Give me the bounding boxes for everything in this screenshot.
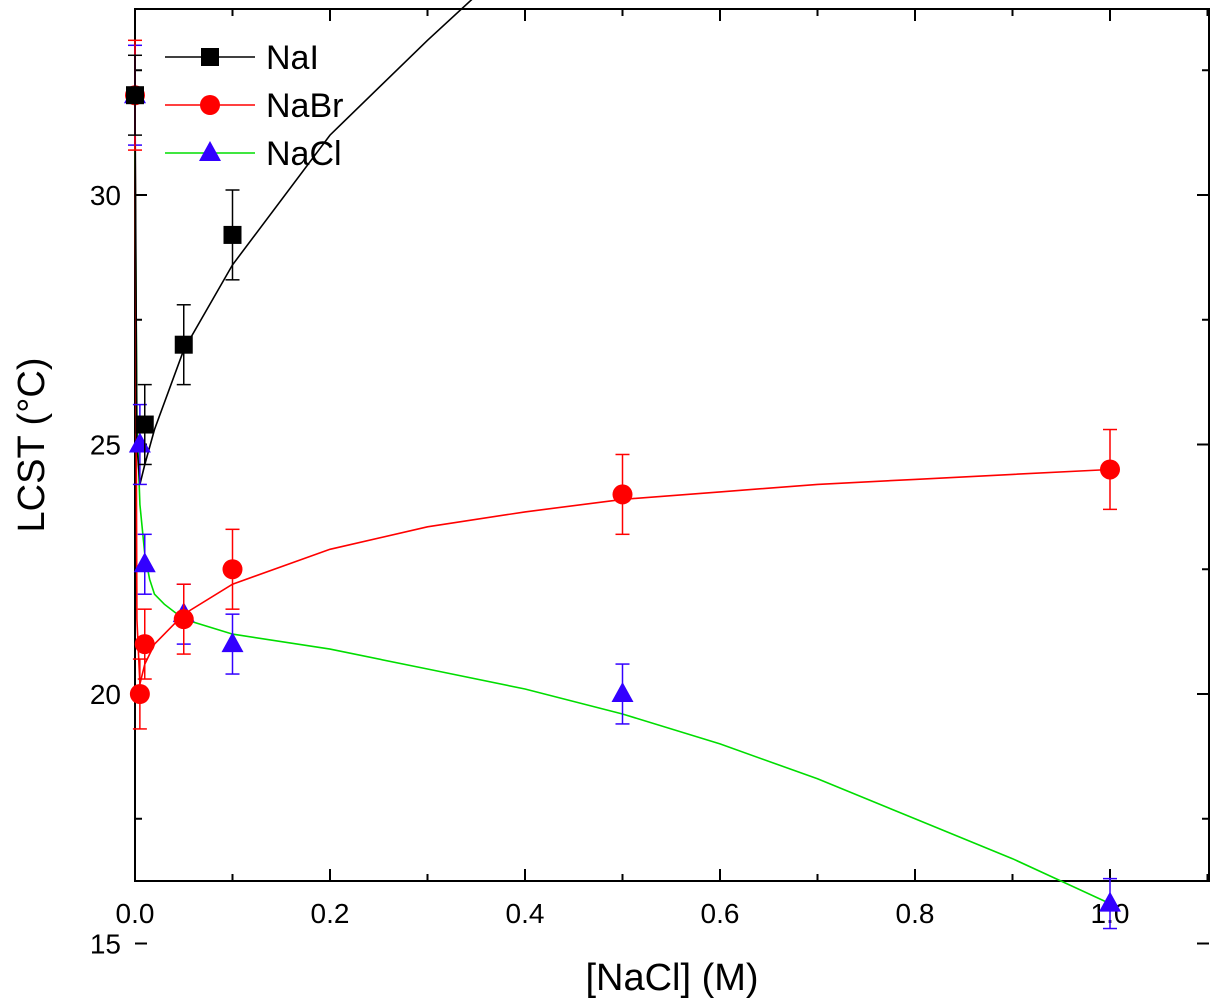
fit-line-nacl xyxy=(134,145,1111,905)
legend: NaI NaBr NaCl xyxy=(165,39,343,173)
x-tick-label: 0.2 xyxy=(311,898,350,929)
legend-label: NaI xyxy=(266,39,319,77)
data-point-nabr xyxy=(1100,459,1120,480)
y-tick-label: 20 xyxy=(90,679,121,710)
data-point-nabr xyxy=(222,559,243,580)
fit-line-nabr xyxy=(134,95,1111,685)
x-tick-label: 0.0 xyxy=(116,898,155,929)
data-point-nabr xyxy=(129,684,150,704)
x-axis-title: [NaCl] (M) xyxy=(585,957,758,999)
data-point-nabr xyxy=(134,634,155,655)
x-tick-label: 0.4 xyxy=(506,898,545,929)
x-tick-label: 0.8 xyxy=(896,898,935,929)
series-layer xyxy=(124,0,1121,930)
x-tick-label: 0.6 xyxy=(701,898,740,929)
data-point-nacl xyxy=(1099,891,1121,912)
legend-marker xyxy=(199,141,221,161)
data-point-nai xyxy=(174,335,193,354)
legend-label: NaBr xyxy=(266,87,343,125)
data-point-nacl xyxy=(611,682,634,702)
data-point-nai xyxy=(223,225,242,244)
axis-ticks: 0.00.20.40.60.81.015202530354045 xyxy=(90,9,1209,960)
data-point-nacl xyxy=(221,632,244,653)
y-tick-label: 15 xyxy=(90,929,121,960)
data-point-nabr xyxy=(612,484,633,505)
data-point-nabr xyxy=(173,609,194,630)
data-point-nai xyxy=(126,86,144,105)
data-point-nacl xyxy=(128,432,151,453)
legend-label: NaCl xyxy=(266,135,342,173)
y-tick-label: 30 xyxy=(90,180,121,211)
legend-marker xyxy=(201,48,219,66)
fit-line-nai xyxy=(134,0,473,485)
data-point-nai xyxy=(135,415,154,434)
y-tick-label: 25 xyxy=(90,430,121,461)
y-axis-title: LCST (°C) xyxy=(11,358,53,533)
legend-marker xyxy=(200,95,220,115)
data-point-nacl xyxy=(133,552,156,573)
